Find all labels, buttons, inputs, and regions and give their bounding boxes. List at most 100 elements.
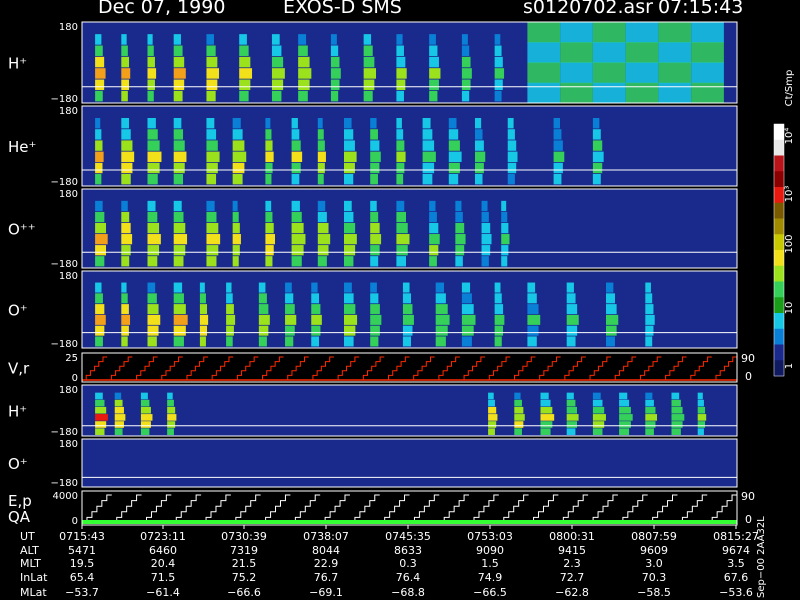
spectrogram-cell [592, 421, 605, 428]
panel-2 [81, 105, 738, 187]
spectrogram-cell [121, 56, 130, 68]
ephemeris-mlat-value: −53.7 [65, 586, 99, 599]
spectrogram-cell [402, 325, 413, 336]
header-time: 07:15:43 [658, 0, 744, 18]
spectrogram-cell [330, 90, 339, 102]
spectrogram-cell [298, 79, 310, 91]
spectrogram-cell [173, 256, 184, 267]
spectrogram-block [625, 42, 659, 63]
spectrogram-cell [592, 174, 601, 185]
spectrogram-cell [435, 314, 450, 325]
spectrogram-cell [396, 200, 405, 212]
spectrogram-cell [199, 293, 206, 304]
ephemeris-inlat-value: 67.6 [724, 571, 749, 584]
spectrogram-cell [147, 45, 154, 57]
spectrogram-block [658, 82, 692, 104]
spectrogram-cell [206, 162, 218, 174]
spectrogram-cell [363, 68, 377, 79]
spectrogram-cell [298, 90, 308, 102]
spectrogram-cell [396, 79, 406, 91]
spectrogram-cell [206, 56, 218, 68]
spectrogram-cell [494, 34, 501, 45]
spectrogram-cell [114, 428, 123, 435]
spectrogram-cell [95, 399, 105, 407]
spectrogram-cell [95, 79, 105, 91]
panel-3 [81, 188, 738, 269]
spectrogram-cell [396, 162, 405, 174]
spectrogram-cell [435, 325, 448, 336]
spectrogram-block [560, 42, 593, 63]
right-tick-top: 90 [741, 352, 755, 365]
spectrogram-cell [121, 336, 128, 347]
spectrogram-cell [461, 79, 471, 91]
y-tick-bottom: −180 [51, 259, 78, 270]
spectrogram-cell [475, 162, 484, 174]
ephemeris-mlat-value: −61.4 [146, 586, 180, 599]
spectrogram-cell [370, 200, 377, 212]
spectrogram-cell [396, 90, 404, 102]
spectrogram-cell [95, 245, 107, 256]
spectrogram-cell [167, 428, 174, 435]
spectrogram-cell [370, 162, 380, 174]
spectrogram-cell [697, 399, 704, 407]
spectrogram-cell [173, 200, 182, 212]
spectrogram-cell [173, 336, 184, 347]
spectrogram-cell [553, 140, 563, 151]
spectrogram-cell [370, 118, 377, 129]
spectrogram-cell [95, 293, 103, 304]
spectrogram-cell [566, 399, 576, 407]
spectrogram-cell [258, 314, 270, 325]
spectrogram-cell [285, 293, 294, 304]
spectrogram-cell [370, 140, 380, 151]
spectrogram-cell [317, 200, 326, 212]
spectrogram-cell [95, 151, 104, 162]
panel-7 [81, 438, 738, 488]
spectrogram-cell [232, 256, 239, 267]
panel-frame [81, 105, 738, 187]
colorbar-segment [774, 313, 784, 330]
spectrogram-cell [481, 234, 492, 245]
spectrogram-cell [671, 414, 685, 421]
spectrogram-block [658, 62, 692, 84]
spectrogram-cell [258, 282, 266, 293]
spectrogram-cell [317, 118, 323, 129]
spectrogram-cell [226, 293, 233, 304]
spectrogram-block [658, 22, 692, 43]
spectrogram-cell [95, 45, 103, 57]
spectrogram-cell [461, 325, 474, 336]
spectrogram-cell [370, 234, 382, 245]
colorbar-unit-label: Ct/Smp [784, 70, 795, 107]
spectrogram-cell [435, 293, 446, 304]
spectrogram-cell [271, 56, 284, 68]
spectrogram-cell [147, 90, 154, 102]
spectrogram-block [625, 62, 659, 84]
spectrogram-cell [265, 151, 274, 162]
spectrogram-cell [645, 293, 653, 304]
spectrogram-cell [606, 314, 619, 325]
spectrogram-cell [167, 399, 174, 407]
spectrogram-cell [527, 336, 537, 347]
spectrogram-cell [671, 399, 681, 407]
ephemeris-mlat-value: −58.5 [637, 586, 671, 599]
spectrogram-cell [291, 200, 300, 212]
ephemeris-row-label: MLT [20, 557, 41, 570]
spectrogram-cell [429, 45, 438, 57]
spectrogram-cell [95, 140, 103, 151]
spectrogram-cell [147, 211, 158, 223]
spectrogram-cell [592, 399, 603, 407]
spectrogram-cell [514, 414, 525, 421]
spectrogram-cell [501, 200, 507, 212]
ephemeris-inlat-value: 72.7 [560, 571, 585, 584]
spectrogram-bg [82, 439, 737, 487]
spectrogram-block [560, 22, 593, 43]
spectrogram-cell [422, 162, 435, 174]
spectrogram-cell [291, 151, 303, 162]
spectrogram-block [691, 42, 724, 63]
spectrogram-cell [619, 421, 631, 428]
spectrogram-cell [540, 414, 555, 421]
spectrogram-cell [494, 90, 502, 102]
spectrogram-cell [455, 256, 463, 267]
spectrogram-cell [370, 336, 379, 347]
colorbar-tick-label: 10³ [784, 186, 795, 203]
spectrogram-cell [265, 234, 276, 245]
